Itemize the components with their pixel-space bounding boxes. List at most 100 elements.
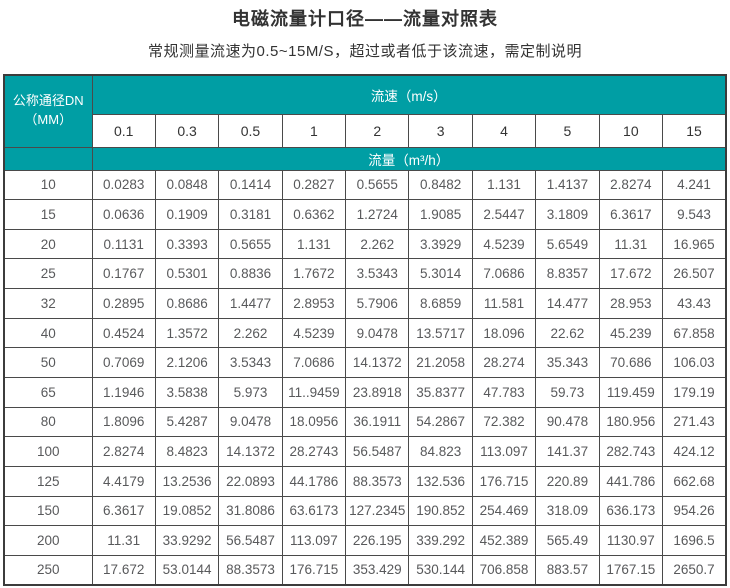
flow-value-cell: 88.3573 [345,465,410,497]
table-row: 200 11.31 33.9292 56.5487 113.097 226.195 339.… [3,525,727,556]
flow-value-cell: 2.262 [218,317,283,349]
flow-value-cell: 0.5655 [218,228,283,260]
flow-value-cell: 1.7672 [281,258,347,290]
flow-value-cell: 0.8836 [218,258,283,290]
flow-value-cell: 11.31 [91,525,156,556]
flow-value-cell: 254.469 [471,495,537,527]
flow-value-cell: 11..9459 [281,376,347,408]
table-row: 15 0.0636 0.1909 0.3181 0.6362 1.2724 1.9085 2.… [3,199,727,230]
flow-value-cell: 636.173 [598,495,664,527]
flow-value-cell: 0.8686 [154,288,220,319]
flow-value-cell: 2.8274 [91,436,156,467]
flow-value-cell: 0.1767 [91,258,156,290]
flow-group-header: 流量（m³/h） [91,146,727,171]
velocity-group-header: 流速（m/s） [91,74,727,115]
flow-value-cell: 2.8274 [598,169,664,201]
flow-row-spacer-cell [3,146,93,171]
flow-value-cell: 67.858 [662,317,727,349]
table-row: 65 1.1946 3.5838 5.973 11..9459 23.8918 35.837… [3,376,727,408]
flow-value-cell: 339.292 [408,525,473,556]
flow-value-cell: 662.68 [662,465,727,497]
flow-value-cell: 106.03 [662,347,727,378]
flow-value-cell: 14.1372 [345,347,410,378]
flow-value-cell: 0.0283 [91,169,156,201]
flow-value-cell: 0.2895 [91,288,156,319]
flow-value-cell: 176.715 [471,465,537,497]
flow-value-cell: 9.0478 [345,317,410,349]
flow-value-cell: 35.343 [535,347,600,378]
table-row: 100 2.8274 8.4823 14.1372 28.2743 56.5487 84.8… [3,436,727,467]
dn-cell: 25 [3,258,93,290]
flow-value-cell: 1.1946 [91,376,156,408]
flow-value-cell: 5.7906 [345,288,410,319]
flow-value-cell: 119.459 [598,376,664,408]
flow-value-cell: 4.4179 [91,465,156,497]
flow-value-cell: 0.8482 [408,169,473,201]
flow-value-cell: 1.2724 [345,199,410,230]
flow-value-cell: 954.26 [662,495,727,527]
flow-value-cell: 35.8377 [408,376,473,408]
flow-value-cell: 56.5487 [345,436,410,467]
flow-value-cell: 36.1911 [345,406,410,438]
velocity-column-header: 4 [471,113,537,148]
flow-value-cell: 0.3393 [154,228,220,260]
flow-value-cell: 2.5447 [471,199,537,230]
flow-value-cell: 70.686 [598,347,664,378]
corner-header-line1: 公称通径DN [12,93,84,109]
flow-value-cell: 353.429 [345,554,410,586]
flow-value-cell: 5.973 [218,376,283,408]
flow-value-cell: 43.43 [662,288,727,319]
flow-value-cell: 1.131 [281,228,347,260]
dn-cell: 65 [3,376,93,408]
flow-value-cell: 17.672 [598,258,664,290]
flow-value-cell: 56.5487 [218,525,283,556]
flow-value-cell: 0.5301 [154,258,220,290]
dn-cell: 32 [3,288,93,319]
flow-value-cell: 4.5239 [471,228,537,260]
dn-cell: 20 [3,228,93,260]
flow-value-cell: 4.241 [662,169,727,201]
table-row: 25 0.1767 0.5301 0.8836 1.7672 3.5343 5.3014 7.… [3,258,727,290]
flow-value-cell: 441.786 [598,465,664,497]
dn-cell: 200 [3,525,93,556]
flow-value-cell: 3.5343 [218,347,283,378]
flow-value-cell: 14.477 [535,288,600,319]
flow-value-cell: 23.8918 [345,376,410,408]
corner-header-line2: （MM） [24,112,73,128]
flow-value-cell: 2650.7 [662,554,727,586]
flow-value-cell: 45.239 [598,317,664,349]
flow-value-cell: 1.4477 [218,288,283,319]
flow-value-cell: 1.9085 [408,199,473,230]
velocity-column-header: 3 [408,113,473,148]
flow-value-cell: 220.89 [535,465,600,497]
flow-value-cell: 0.6362 [281,199,347,230]
flow-value-cell: 127.2345 [345,495,410,527]
flow-value-cell: 3.5838 [154,376,220,408]
dn-cell: 10 [3,169,93,201]
dn-cell: 15 [3,199,93,230]
flow-value-cell: 452.389 [471,525,537,556]
flow-value-cell: 22.62 [535,317,600,349]
flow-value-cell: 84.823 [408,436,473,467]
velocity-column-header: 5 [535,113,600,148]
flow-value-cell: 0.0636 [91,199,156,230]
flow-value-cell: 1.8096 [91,406,156,438]
flow-value-cell: 59.73 [535,376,600,408]
flow-value-cell: 883.57 [535,554,600,586]
flow-value-cell: 18.0956 [281,406,347,438]
flow-value-cell: 31.8086 [218,495,283,527]
flow-value-cell: 90.478 [535,406,600,438]
flow-value-cell: 26.507 [662,258,727,290]
flow-value-cell: 6.3617 [598,199,664,230]
flow-value-cell: 1130.97 [598,525,664,556]
page-subtitle: 常规测量流速为0.5~15M/S，超过或者低于该流速，需定制说明 [148,43,582,60]
velocity-column-header: 0.1 [91,113,156,148]
flow-value-cell: 113.097 [281,525,347,556]
flow-value-cell: 28.953 [598,288,664,319]
flow-value-cell: 3.1809 [535,199,600,230]
flow-value-cell: 28.274 [471,347,537,378]
flow-value-cell: 63.6173 [281,495,347,527]
velocity-column-header: 0.5 [218,113,283,148]
flow-comparison-table: 公称通径DN （MM） 流速（m/s） 0.1 0.3 0.5 1 2 3 4 5 10 15 流… [3,74,727,586]
flow-value-cell: 0.3181 [218,199,283,230]
